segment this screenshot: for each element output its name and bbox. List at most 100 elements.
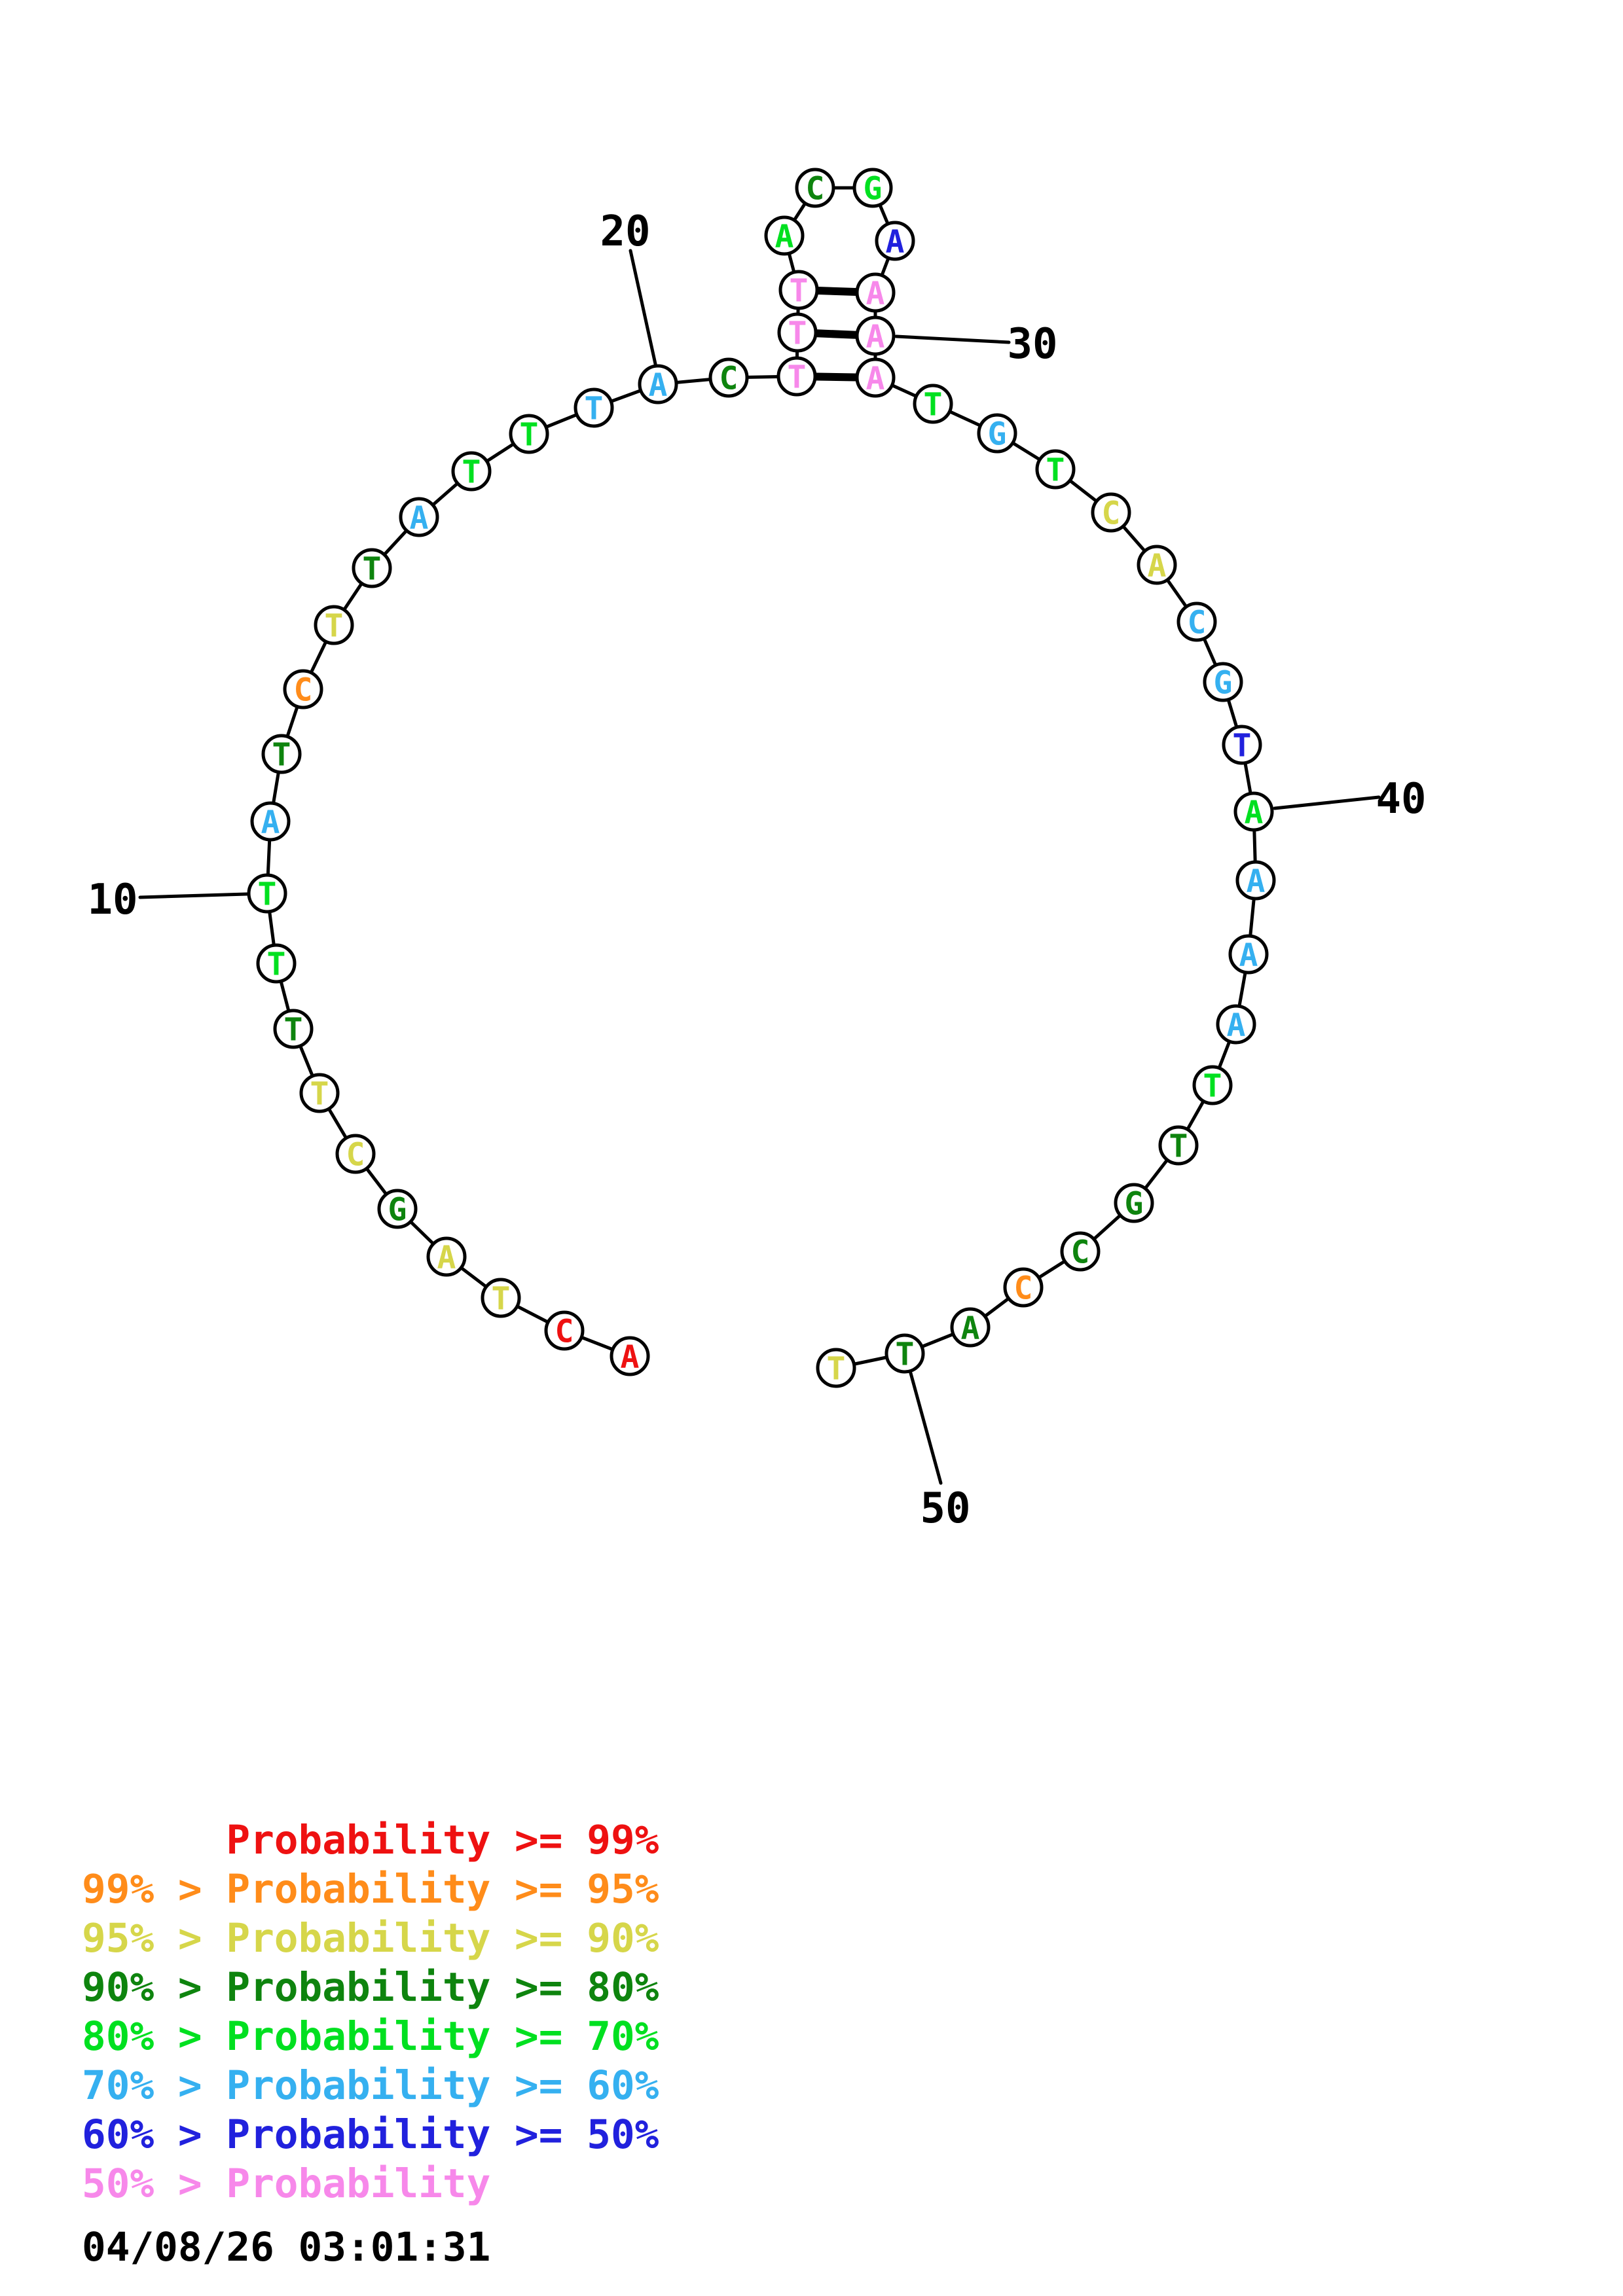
position-label-10: 10	[87, 876, 137, 924]
nucleotide-41-A: A	[1235, 860, 1276, 901]
nucleotide-letter: C	[720, 360, 739, 397]
nucleotide-circle	[261, 734, 302, 774]
nucleotide-circle	[977, 413, 1017, 454]
nucleotide-letter: T	[272, 736, 291, 773]
nucleotide-circle	[913, 384, 953, 424]
nucleotide-25-A: A	[764, 215, 805, 256]
nucleotide-19-T: T	[574, 387, 614, 428]
nucleotide-letter: T	[520, 416, 539, 453]
nucleotide-circle	[1003, 1267, 1044, 1308]
nucleotide-circle	[950, 1307, 991, 1348]
legend-row-60to70: 70% > Probability >= 60%	[82, 2062, 659, 2109]
nucleotide-circle	[795, 168, 835, 208]
nucleotide-circle	[250, 801, 291, 842]
nucleotide-letter: A	[1245, 794, 1264, 831]
nucleotide-circle	[855, 315, 896, 356]
nucleotide-circle	[352, 548, 392, 588]
nucleotide-circle	[776, 356, 817, 397]
nucleotide-50-T: T	[884, 1333, 925, 1374]
nucleotide-circle	[1216, 1004, 1256, 1045]
nucleotide-letter: C	[294, 672, 313, 708]
nucleotide-26-C: C	[795, 168, 835, 208]
nucleotide-letter: G	[388, 1191, 407, 1228]
nucleotide-circle	[855, 272, 896, 313]
nucleotide-17-T: T	[451, 451, 492, 492]
nucleotide-circle	[1035, 449, 1076, 490]
nucleotide-circle	[451, 451, 492, 492]
nucleotide-36-A: A	[1137, 545, 1177, 585]
nucleotide-letter: C	[1071, 1234, 1090, 1270]
position-label-20: 20	[600, 207, 650, 256]
nucleotide-letter: A	[866, 360, 885, 397]
nucleotide-letter: A	[961, 1310, 980, 1346]
nucleotide-letter: C	[555, 1313, 574, 1350]
nucleotide-40-A: A	[1233, 791, 1274, 832]
nucleotide-letter: A	[775, 218, 794, 255]
nucleotide-letter: C	[1102, 495, 1121, 531]
nucleotide-letter: A	[1227, 1007, 1246, 1043]
legend-row-90to95: 95% > Probability >= 90%	[82, 1915, 659, 1962]
position-tick-50	[909, 1371, 943, 1485]
legend-row-80to90: 90% > Probability >= 80%	[82, 1964, 659, 2011]
position-tick-10	[138, 892, 249, 899]
nucleotide-circle	[884, 1333, 925, 1374]
nucleotide-39-T: T	[1222, 725, 1262, 765]
timestamp: 04/08/26 03:01:31	[82, 2224, 491, 2270]
nucleotide-circle	[377, 1189, 418, 1229]
nucleotide-18-T: T	[509, 414, 549, 454]
nucleotide-circle	[764, 215, 805, 256]
nucleotide-letter: A	[886, 223, 905, 260]
nucleotide-letter: T	[790, 272, 809, 309]
nucleotide-letter: A	[410, 499, 429, 536]
nucleotide-letter: T	[267, 946, 286, 982]
nucleotide-letter: T	[1046, 452, 1065, 488]
nucleotide-letter: T	[827, 1350, 846, 1387]
nucleotide-circle	[1158, 1125, 1199, 1166]
nucleotide-circle	[314, 605, 354, 645]
position-label-50: 50	[920, 1484, 970, 1533]
position-label-40: 40	[1376, 775, 1426, 823]
nucleotide-32-T: T	[913, 384, 953, 424]
legend-row-lt50: 50% > Probability	[82, 2161, 491, 2207]
nucleotide-33-G: G	[977, 413, 1017, 454]
nucleotide-letter: T	[1233, 727, 1252, 764]
nucleotide-2-C: C	[544, 1310, 585, 1351]
nucleotide-7-T: T	[299, 1073, 340, 1113]
nucleotide-14-T: T	[314, 605, 354, 645]
nucleotide-circle	[509, 414, 549, 454]
position-tick-lines	[138, 249, 1381, 1485]
nucleotide-circle	[1060, 1231, 1101, 1272]
nucleotide-9-T: T	[256, 943, 297, 984]
position-labels: 10 20 30 40 50	[87, 207, 1426, 1533]
nucleotide-1-A: A	[610, 1336, 650, 1376]
nucleotide-23-T: T	[777, 312, 818, 353]
nucleotide-51-T: T	[816, 1348, 856, 1388]
nucleotide-8-T: T	[273, 1009, 314, 1049]
nucleotide-circle	[256, 943, 297, 984]
position-tick-30	[894, 334, 1011, 344]
nucleotide-5-G: G	[377, 1189, 418, 1229]
probability-legend: Probability >= 99% 99% > Probability >= 9…	[82, 1816, 659, 2208]
position-tick-40	[1273, 795, 1381, 810]
nucleotide-letter: A	[261, 804, 280, 840]
nucleotide-3-T: T	[481, 1278, 521, 1318]
nucleotide-20-A: A	[638, 364, 678, 404]
nucleotide-circle	[1228, 934, 1269, 975]
nucleotide-46-G: G	[1114, 1183, 1154, 1223]
nucleotide-letter: G	[988, 416, 1007, 452]
nucleotide-circle	[852, 168, 893, 208]
nucleotide-49-A: A	[950, 1307, 991, 1348]
nucleotide-48-C: C	[1003, 1267, 1044, 1308]
nucleotide-circle	[273, 1009, 314, 1049]
nucleotide-letter: T	[310, 1075, 329, 1112]
nucleotide-11-A: A	[250, 801, 291, 842]
nucleotide-circle	[816, 1348, 856, 1388]
nucleotide-letter: A	[1239, 937, 1258, 973]
backbone-links	[265, 186, 1258, 1370]
nucleotide-letter: T	[492, 1280, 511, 1317]
nucleotide-letter: C	[806, 170, 825, 207]
nucleotide-circle	[1114, 1183, 1154, 1223]
nucleotide-44-T: T	[1192, 1065, 1233, 1105]
